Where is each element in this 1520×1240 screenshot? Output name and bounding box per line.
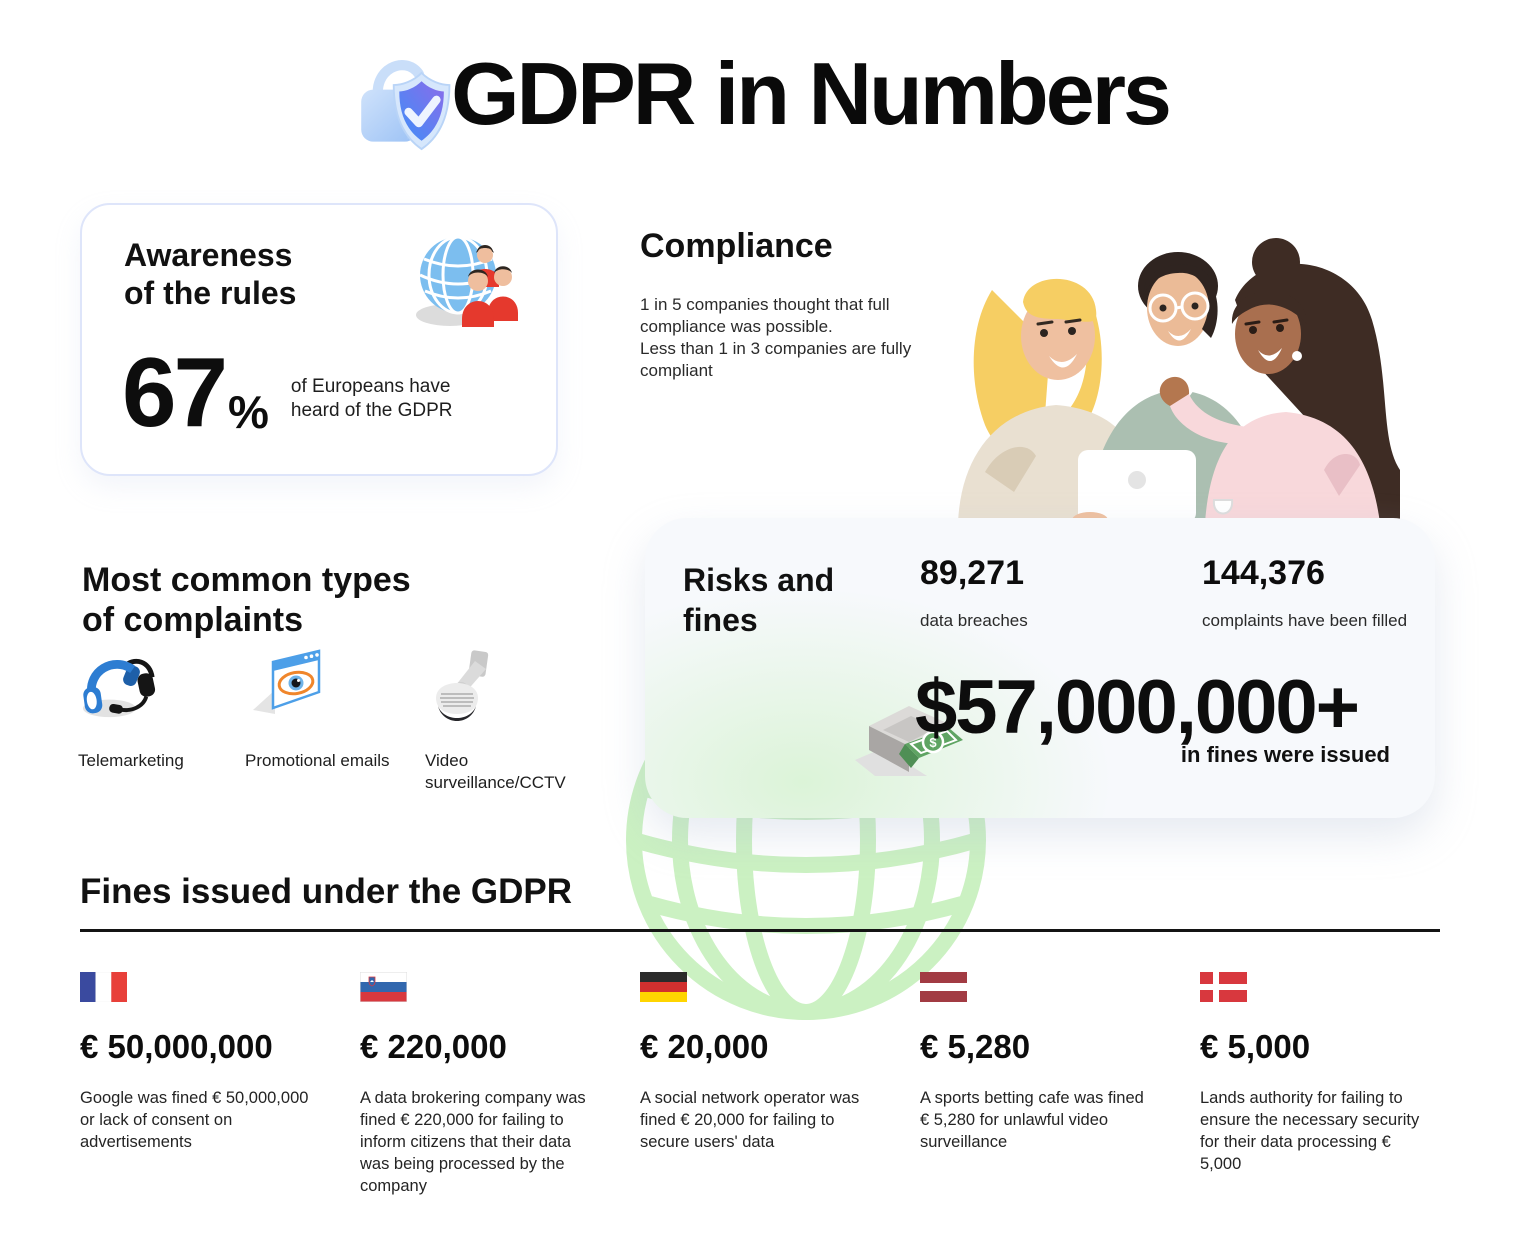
complaint-item-promotional-emails: Promotional emails bbox=[245, 648, 420, 772]
money-slot-icon: $ bbox=[853, 700, 965, 782]
flag-france-icon bbox=[80, 971, 127, 1003]
svg-text:$: $ bbox=[929, 735, 937, 750]
fine-amount: € 5,280 bbox=[920, 1028, 1031, 1065]
risks-heading: Risks and fines bbox=[683, 560, 834, 640]
fine-description: A social network operator was fined € 20… bbox=[640, 1089, 860, 1151]
flag-latvia-icon bbox=[920, 972, 967, 1002]
risk-stat-value: 144,376 bbox=[1202, 554, 1325, 592]
risk-stat-data-breaches: 89,271 data breaches bbox=[920, 554, 1028, 631]
awareness-stat-value: 67 bbox=[122, 337, 228, 447]
fine-description: Google was fined € 50,000,000 or lack of… bbox=[80, 1089, 309, 1151]
risk-stat-complaints: 144,376 complaints have been filled bbox=[1202, 554, 1407, 631]
awareness-heading: Awareness of the rules bbox=[124, 237, 296, 313]
complaints-heading: Most common types of complaints bbox=[82, 560, 411, 640]
browser-eye-icon bbox=[245, 648, 329, 730]
risk-stat-label: data breaches bbox=[920, 611, 1028, 630]
complaint-label: Promotional emails bbox=[245, 751, 390, 770]
fine-entry-germany: € 20,000 A social network operator was f… bbox=[640, 972, 888, 1154]
headset-icon bbox=[78, 648, 162, 730]
awareness-heading-line2: of the rules bbox=[124, 274, 297, 311]
compliance-paragraph-1: 1 in 5 companies thought that full compl… bbox=[640, 295, 890, 337]
complaints-heading-line1: Most common types bbox=[82, 561, 411, 599]
fine-entry-slovenia: € 220,000 A data brokering company was f… bbox=[359, 971, 608, 1198]
risks-heading-line2: fines bbox=[683, 602, 758, 638]
compliance-heading: Compliance bbox=[640, 227, 833, 265]
lock-shield-check-icon bbox=[351, 42, 455, 154]
flag-slovenia-icon bbox=[359, 971, 408, 1003]
complaint-item-video-surveillance: Video surveillance/CCTV bbox=[425, 648, 600, 794]
total-fines-label: in fines were issued bbox=[1180, 742, 1390, 767]
complaints-heading-line2: of complaints bbox=[82, 601, 304, 640]
risk-stat-label: complaints have been filled bbox=[1202, 611, 1408, 630]
fine-description: A sports betting cafe was fined € 5,280 … bbox=[920, 1089, 1144, 1151]
fine-entry-latvia: € 5,280 A sports betting cafe was fined … bbox=[920, 972, 1168, 1154]
globe-people-icon bbox=[408, 229, 520, 335]
flag-germany-icon bbox=[640, 972, 687, 1002]
fines-section-heading: Fines issued under the GDPR bbox=[80, 872, 573, 911]
compliance-section: Compliance 1 in 5 companies thought that… bbox=[640, 226, 950, 382]
awareness-stat-caption: of Europeans have heard of the GDPR bbox=[290, 375, 453, 421]
awareness-card: Awareness of the rules bbox=[80, 203, 558, 476]
risks-heading-line1: Risks and bbox=[683, 562, 835, 598]
total-fines-value: $57,000,000+ bbox=[915, 665, 1360, 750]
fine-description: A data brokering company was fined € 220… bbox=[360, 1089, 586, 1195]
team-discussion-illustration bbox=[930, 228, 1400, 528]
page-title: GDPR in Numbers bbox=[451, 43, 1172, 143]
flag-denmark-icon bbox=[1200, 972, 1247, 1002]
complaint-label: Telemarketing bbox=[78, 751, 184, 770]
compliance-paragraph-2: Less than 1 in 3 companies are fully com… bbox=[640, 339, 912, 381]
section-divider bbox=[80, 929, 1440, 932]
cctv-camera-icon bbox=[425, 648, 509, 730]
fine-description: Lands authority for failing to ensure th… bbox=[1200, 1089, 1420, 1173]
fine-amount: € 50,000,000 bbox=[80, 1028, 273, 1065]
fine-amount: € 5,000 bbox=[1200, 1028, 1311, 1065]
fine-amount: € 20,000 bbox=[640, 1028, 769, 1065]
risks-and-fines-card: Risks and fines 89,271 data breaches 144… bbox=[645, 518, 1435, 818]
awareness-heading-line1: Awareness bbox=[124, 237, 293, 273]
fine-entry-denmark: € 5,000 Lands authority for failing to e… bbox=[1200, 972, 1448, 1176]
fine-amount: € 220,000 bbox=[360, 1028, 507, 1065]
complaint-item-telemarketing: Telemarketing bbox=[78, 648, 253, 772]
awareness-stat-unit: % bbox=[228, 386, 269, 439]
complaint-label: Video surveillance/CCTV bbox=[425, 751, 566, 793]
fine-entry-france: € 50,000,000 Google was fined € 50,000,0… bbox=[80, 971, 328, 1154]
header: GDPR in Numbers bbox=[0, 38, 1520, 151]
risk-stat-value: 89,271 bbox=[920, 554, 1024, 592]
awareness-stat: 67 % of Europeans have heard of the GDPR bbox=[122, 337, 469, 447]
